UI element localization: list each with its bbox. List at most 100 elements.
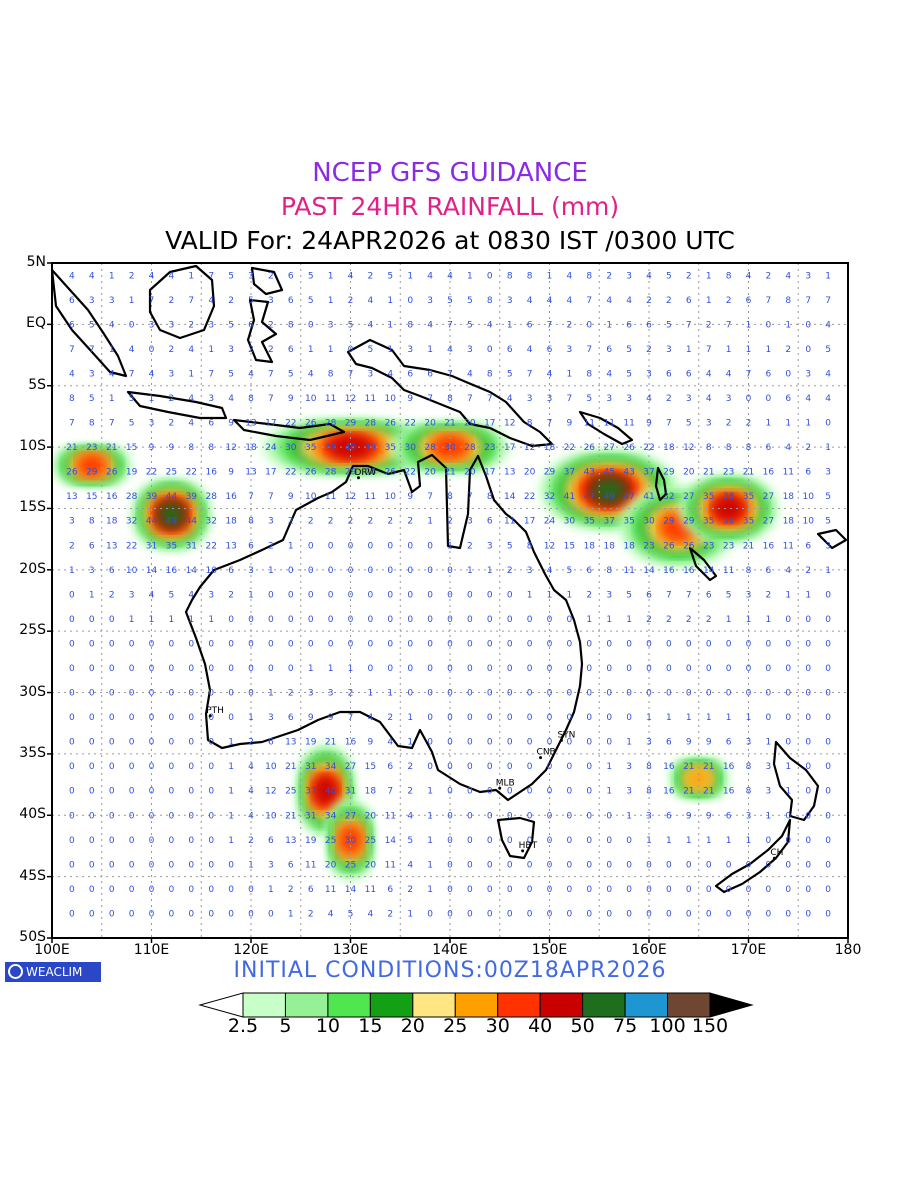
station-value: 1 xyxy=(726,713,732,723)
station-value: 0 xyxy=(387,541,393,551)
station-value: 5 xyxy=(567,566,573,576)
station-value: 0 xyxy=(89,787,95,797)
station-value: 5 xyxy=(288,369,294,379)
station-value: 0 xyxy=(109,664,115,674)
station-value: 0 xyxy=(766,713,772,723)
station-value: 0 xyxy=(785,639,791,649)
station-value: 2 xyxy=(69,541,75,551)
station-value: 39 xyxy=(186,492,198,502)
station-value: 4 xyxy=(387,369,393,379)
station-value: 1 xyxy=(268,885,274,895)
station-value: 8 xyxy=(746,787,752,797)
station-value: 4 xyxy=(547,369,553,379)
station-value: 6 xyxy=(785,394,791,404)
station-value: 0 xyxy=(467,909,473,919)
rain-contour xyxy=(312,774,339,807)
station-value: 12 xyxy=(345,492,356,502)
station-value: 16 xyxy=(205,468,217,478)
station-value: 0 xyxy=(129,713,135,723)
station-value: 34 xyxy=(325,811,337,821)
station-value: 2 xyxy=(805,566,811,576)
station-value: 5 xyxy=(407,836,413,846)
station-value: 8 xyxy=(646,762,652,772)
station-value: 0 xyxy=(785,836,791,846)
station-value: 16 xyxy=(763,468,775,478)
station-value: 2 xyxy=(248,738,254,748)
station-value: 2 xyxy=(567,320,573,330)
station-value: 11 xyxy=(504,517,515,527)
station-value: 3 xyxy=(149,320,155,330)
station-value: 15 xyxy=(126,443,137,453)
station-value: 0 xyxy=(368,590,374,600)
station-value: 5 xyxy=(387,271,393,281)
station-value: 10 xyxy=(305,394,317,404)
station-value: 1 xyxy=(567,369,573,379)
colorbar-label: 15 xyxy=(358,1015,383,1037)
station-value: 15 xyxy=(86,492,97,502)
station-value: 0 xyxy=(427,590,433,600)
station-value: 10 xyxy=(802,517,814,527)
station-value: 4 xyxy=(567,271,573,281)
station-value: 4 xyxy=(606,296,612,306)
colorbar-label: 20 xyxy=(400,1015,425,1037)
station-value: 0 xyxy=(368,615,374,625)
station-value: 0 xyxy=(427,664,433,674)
station-value: 4 xyxy=(825,320,831,330)
station-value: 8 xyxy=(586,271,592,281)
title-model: NCEP GFS GUIDANCE xyxy=(312,158,588,188)
station-value: 15 xyxy=(564,541,575,551)
station-value: 1 xyxy=(686,345,692,355)
station-value: 0 xyxy=(527,615,533,625)
station-value: 0 xyxy=(746,860,752,870)
station-value: 26 xyxy=(683,541,695,551)
lat-label: 30S xyxy=(19,683,46,700)
station-value: 0 xyxy=(129,320,135,330)
station-value: 41 xyxy=(564,492,575,502)
station-value: 0 xyxy=(188,909,194,919)
station-value: 8 xyxy=(785,296,791,306)
station-value: 1 xyxy=(746,320,752,330)
station-value: 6 xyxy=(89,541,95,551)
station-value: 2 xyxy=(268,345,274,355)
station-value: 6 xyxy=(666,738,672,748)
station-value: 7 xyxy=(109,419,115,429)
station-value: 0 xyxy=(606,811,612,821)
station-value: 17 xyxy=(484,419,495,429)
station-value: 1 xyxy=(288,541,294,551)
station-value: 0 xyxy=(626,885,632,895)
station-value: 0 xyxy=(825,664,831,674)
station-value: 3 xyxy=(825,541,831,551)
station-value: 0 xyxy=(69,860,75,870)
station-value: 1 xyxy=(328,345,334,355)
station-value: 0 xyxy=(527,689,533,699)
station-value: 0 xyxy=(169,811,175,821)
station-value: 4 xyxy=(248,811,254,821)
station-value: 0 xyxy=(348,590,354,600)
station-value: 35 xyxy=(385,443,396,453)
station-value: 21 xyxy=(683,762,694,772)
station-value: 6 xyxy=(547,345,553,355)
station-value: 2 xyxy=(109,590,115,600)
station-value: 8 xyxy=(606,566,612,576)
station-value: 2 xyxy=(646,345,652,355)
station-value: 1 xyxy=(69,566,75,576)
station-value: 30 xyxy=(564,517,576,527)
station-value: 4 xyxy=(149,590,155,600)
station-value: 6 xyxy=(646,320,652,330)
station-value: 0 xyxy=(527,885,533,895)
station-value: 0 xyxy=(427,738,433,748)
station-value: 9 xyxy=(228,419,234,429)
station-value: 0 xyxy=(766,689,772,699)
station-value: 8 xyxy=(726,271,732,281)
station-value: 12 xyxy=(345,394,356,404)
station-value: 0 xyxy=(606,909,612,919)
station-value: 6 xyxy=(487,517,493,527)
station-value: 9 xyxy=(567,419,573,429)
station-value: 1 xyxy=(706,713,712,723)
station-value: 1 xyxy=(129,615,135,625)
station-value: 0 xyxy=(188,836,194,846)
station-value: 0 xyxy=(805,639,811,649)
station-value: 0 xyxy=(527,664,533,674)
station-value: 4 xyxy=(825,394,831,404)
station-value: 3 xyxy=(208,394,214,404)
